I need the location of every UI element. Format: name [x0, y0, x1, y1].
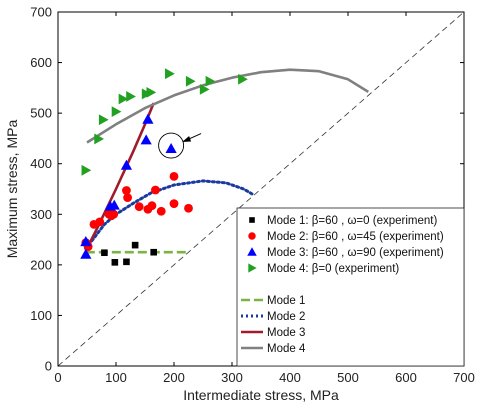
series-mode-2-60-45-experiment-point — [95, 217, 105, 227]
legend-marker-mode-3-60-90-experiment — [247, 247, 257, 256]
x-tick-label: 400 — [279, 370, 301, 385]
x-tick-label: 500 — [337, 370, 359, 385]
series-mode-4-0-experiment-point — [111, 106, 122, 118]
series-mode-4-0-experiment-point — [146, 87, 157, 98]
x-axis-title: Intermediate stress, MPa — [183, 387, 339, 403]
series-mode-4-0-experiment-point — [205, 75, 216, 87]
legend-label: Mode 4 — [267, 343, 306, 355]
highlight-arrow-head — [182, 136, 192, 143]
highlight-circle — [158, 132, 185, 159]
y-tick-label: 600 — [30, 55, 52, 70]
y-tick-label: 100 — [30, 308, 52, 323]
x-tick-label: 600 — [395, 370, 417, 385]
series-mode-2-60-45-experiment-point — [156, 206, 166, 216]
series-mode-2-60-45-experiment-point — [169, 199, 179, 209]
series-mode-3-60-90-experiment-point — [140, 134, 152, 145]
series-mode-2-60-45-experiment-point — [169, 171, 179, 181]
y-tick-label: 0 — [45, 359, 52, 374]
series-mode-2-60-45-experiment-point — [134, 202, 144, 212]
y-tick-label: 700 — [30, 5, 52, 20]
x-tick-label: 300 — [221, 370, 243, 385]
series-mode-4-0-experiment-point — [185, 75, 196, 87]
y-tick-label: 400 — [30, 156, 52, 171]
series-mode-4-0-experiment-point — [165, 68, 175, 80]
series-mode-1-60-0-experiment-point — [111, 259, 119, 266]
y-tick-label: 500 — [30, 106, 52, 121]
series-mode-2-60-45-experiment-point — [109, 209, 119, 219]
series-mode-2-60-45-experiment-point — [122, 186, 131, 195]
series-mode-3-60-90-experiment-point — [80, 248, 92, 259]
series-mode-1-60-0-experiment-point — [123, 258, 130, 266]
series-mode-1-60-0-experiment-point — [150, 248, 157, 256]
legend-marker-mode-1-60-0-experiment — [249, 217, 255, 223]
series-mode-2-60-45-experiment-point — [123, 193, 132, 202]
series-mode-2-60-45-experiment-point — [147, 201, 157, 211]
series-mode-4-0-experiment-point — [118, 93, 129, 105]
x-tick-label: 700 — [453, 370, 475, 385]
annotation-layer — [158, 132, 202, 159]
series-mode-4-line — [86, 68, 369, 144]
axis-ticks-layer: 0 100 200 300 400 500 600 700 0 100 200 300 400 500 60… — [30, 5, 475, 386]
series-mode-4-0-experiment-point — [81, 164, 92, 176]
series-mode-3-60-90-experiment-point — [142, 113, 154, 124]
legend-label: Mode 2 — [267, 311, 305, 323]
x-tick-label: 100 — [105, 370, 127, 385]
legend-box — [236, 207, 465, 367]
x-tick-label: 200 — [163, 370, 185, 385]
series-mode-2-60-45-experiment-point — [151, 185, 160, 195]
series-mode-3-60-90-experiment-point — [165, 142, 177, 154]
legend-label: Mode 4: β=0 (experiment) — [267, 263, 399, 275]
legend-label: Mode 2: β=60 , ω=45 (experiment) — [267, 231, 444, 243]
y-axis-title: Maximum stress, MPa — [4, 120, 20, 259]
series-mode-3-60-90-experiment-point — [80, 235, 92, 247]
y-tick-label: 200 — [30, 257, 52, 272]
legend-label: Mode 3 — [267, 327, 305, 339]
legend-label: Mode 3: β=60 , ω=90 (experiment) — [267, 247, 444, 259]
series-mode-4-0-experiment-point — [238, 73, 248, 85]
legend-label: Mode 1 — [267, 295, 305, 307]
y-tick-label: 300 — [30, 207, 52, 222]
series-mode-3-60-90-experiment-point — [108, 199, 120, 210]
series-mode-2-60-45-experiment-point — [184, 203, 193, 213]
legend: Mode 1: β=60 , ω=0 (experiment) Mode 2: β… — [236, 207, 465, 367]
series-mode-3-60-90-experiment-point — [120, 159, 133, 170]
series-mode-1-60-0-experiment-point — [101, 249, 108, 257]
series-mode-4-0-experiment-point — [126, 91, 136, 102]
legend-marker-mode-4-0-experiment — [248, 263, 257, 273]
series-mode-4-0-experiment-point — [94, 133, 104, 145]
series-markers-layer — [80, 68, 248, 266]
series-mode-4-0-experiment-point — [199, 83, 210, 95]
legend-marker-mode-2-60-45-experiment — [248, 232, 256, 240]
series-mode-1-60-0-experiment-point — [131, 241, 139, 249]
legend-label: Mode 1: β=60 , ω=0 (experiment) — [267, 215, 437, 227]
x-tick-label: 0 — [54, 370, 61, 385]
series-mode-4-0-experiment-point — [98, 114, 109, 126]
